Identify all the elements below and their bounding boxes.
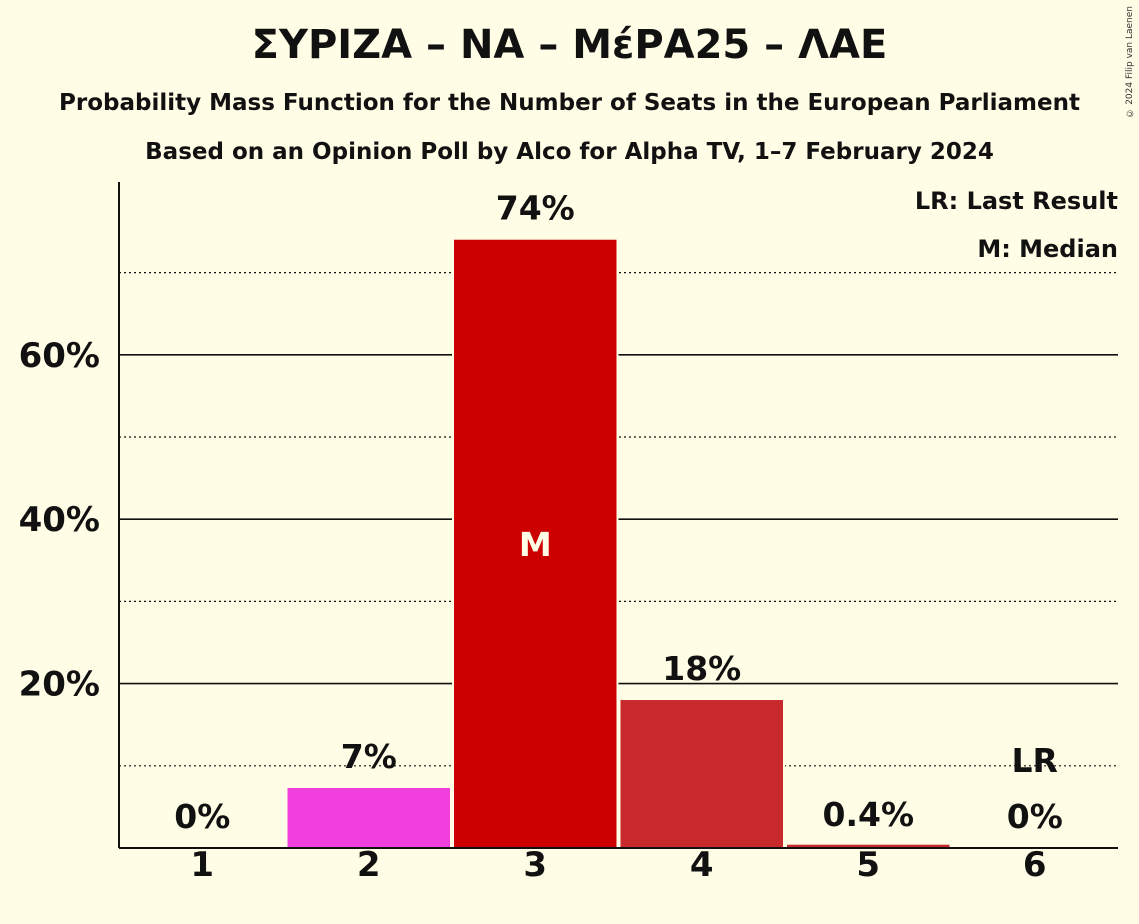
x-tick-label: 1 (190, 845, 214, 885)
bar-value-label: 74% (496, 189, 575, 228)
x-tick-label: 6 (1023, 845, 1047, 885)
y-tick-label: 60% (19, 336, 100, 376)
legend-median: M: Median (977, 235, 1118, 263)
last-result-marker: LR (1012, 741, 1058, 780)
bar-value-label: 0% (1007, 797, 1063, 836)
bar-value-label: 0% (174, 797, 230, 836)
bar (620, 700, 783, 848)
y-tick-label: 40% (19, 500, 100, 540)
chart-source-line: Based on an Opinion Poll by Alco for Alp… (145, 139, 994, 165)
bar-value-label: 18% (662, 649, 741, 688)
x-tick-label: 3 (523, 845, 547, 885)
chart-subtitle: Probability Mass Function for the Number… (59, 90, 1080, 116)
x-tick-label: 5 (856, 845, 880, 885)
annotations: 0% 7% 74% 18% 0.4% 0% M LR (174, 189, 1063, 836)
bar-value-label: 7% (341, 737, 397, 776)
legend-last-result: LR: Last Result (915, 187, 1118, 215)
chart-title: ΣΥΡΙΖΑ – ΝΑ – ΜέΡΑ25 – ΛΑΕ (251, 22, 888, 68)
y-tick-labels: 20% 40% 60% (19, 336, 100, 705)
y-tick-label: 20% (19, 665, 100, 705)
bar (787, 844, 950, 848)
x-tick-label: 4 (690, 845, 714, 885)
bar (287, 787, 450, 848)
x-tick-label: 2 (357, 845, 381, 885)
median-marker: M (519, 525, 552, 564)
bar (454, 239, 617, 849)
bar-value-label: 0.4% (822, 795, 914, 834)
bars (285, 239, 952, 849)
x-tick-labels: 1 2 3 4 5 6 (190, 845, 1046, 885)
